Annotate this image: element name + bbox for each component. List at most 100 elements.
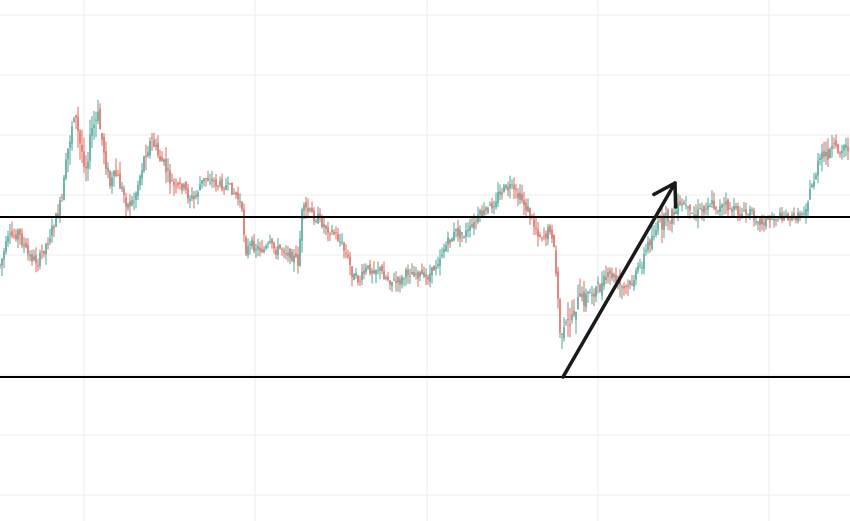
- candle-body: [369, 264, 371, 274]
- candle-body: [643, 253, 645, 269]
- candle-body: [823, 151, 825, 157]
- candle-body: [403, 278, 405, 280]
- candle-body: [459, 229, 461, 239]
- candle-body: [575, 311, 577, 320]
- candle-body: [645, 249, 647, 252]
- candle-body: [307, 207, 309, 212]
- candle-body: [57, 213, 59, 217]
- candle-body: [567, 318, 569, 320]
- candle-body: [157, 142, 159, 156]
- candle-body: [433, 266, 435, 271]
- candle-body: [249, 243, 251, 246]
- candle-body: [291, 251, 293, 262]
- candle-body: [615, 275, 617, 282]
- candle-body: [561, 333, 563, 335]
- candle-body: [711, 199, 713, 204]
- candle-body: [85, 166, 87, 169]
- candle-body: [321, 216, 323, 227]
- candle-body: [421, 269, 423, 275]
- candle-body: [673, 211, 675, 215]
- candle-body: [353, 274, 355, 281]
- candle-body: [375, 269, 377, 275]
- candle-body: [25, 242, 27, 248]
- candle-body: [349, 256, 351, 265]
- candle-body: [529, 207, 531, 218]
- candle-body: [237, 192, 239, 200]
- candle-body: [255, 249, 257, 251]
- candle-body: [345, 252, 347, 254]
- candle-body: [593, 293, 595, 297]
- candle-body: [337, 234, 339, 241]
- candle-body: [741, 213, 743, 218]
- arrow-head: [652, 181, 678, 209]
- candle-body: [423, 272, 425, 277]
- candle-body: [325, 225, 327, 229]
- candle-body: [329, 233, 331, 235]
- candle-body: [155, 144, 157, 147]
- candle-body: [33, 256, 35, 261]
- candle-body: [105, 151, 107, 169]
- candle-body: [495, 201, 497, 208]
- candle-body: [801, 213, 803, 215]
- candle-body: [603, 275, 605, 287]
- candle-body: [27, 244, 29, 255]
- candle-body: [829, 149, 831, 158]
- candle-body: [635, 270, 637, 280]
- candle-body: [183, 184, 185, 188]
- candle-body: [761, 218, 763, 225]
- candle-body: [41, 251, 43, 253]
- candle-body: [193, 196, 195, 200]
- candle-body: [97, 111, 99, 122]
- candle-body: [737, 206, 739, 216]
- candle-body: [379, 267, 381, 271]
- candle-body: [695, 214, 697, 216]
- candle-body: [185, 181, 187, 190]
- candle-body: [303, 205, 305, 211]
- candle-body: [263, 249, 265, 253]
- candle-body: [701, 209, 703, 211]
- candle-body: [437, 264, 439, 267]
- candle-body: [445, 244, 447, 252]
- candle-body: [311, 207, 313, 213]
- candle-body: [659, 218, 661, 220]
- candle-body: [123, 188, 125, 195]
- candle-body: [259, 247, 261, 252]
- candle-body: [135, 192, 137, 201]
- candle-body: [19, 229, 21, 235]
- candle-body: [117, 175, 119, 177]
- candle-body: [773, 219, 775, 221]
- candle-body: [577, 297, 579, 309]
- candle-body: [449, 239, 451, 244]
- candle-body: [621, 286, 623, 288]
- candle-body: [683, 202, 685, 205]
- candle-body: [9, 233, 11, 235]
- candle-body: [223, 188, 225, 190]
- candle-body: [279, 244, 281, 249]
- candle-body: [507, 186, 509, 191]
- candle-body: [103, 136, 105, 153]
- candle-body: [313, 210, 315, 222]
- candle-body: [439, 258, 441, 266]
- candle-body: [209, 182, 211, 184]
- candle-body: [147, 152, 149, 157]
- candle-body: [605, 276, 607, 281]
- candle-body: [491, 202, 493, 209]
- candle-body: [625, 285, 627, 287]
- candle-body: [159, 155, 161, 161]
- candle-body: [49, 238, 51, 243]
- candle-body: [789, 218, 791, 220]
- candle-body: [489, 204, 491, 206]
- candle-body: [521, 194, 523, 201]
- candle-body: [3, 251, 5, 260]
- candle-body: [417, 272, 419, 279]
- candle-body: [99, 108, 101, 130]
- candle-body: [571, 314, 573, 321]
- candle-body: [145, 155, 147, 157]
- candle-body: [357, 275, 359, 283]
- candle-body: [297, 254, 299, 266]
- candle-body: [513, 184, 515, 189]
- candle-body: [377, 270, 379, 272]
- candle-body: [675, 210, 677, 215]
- candle-body: [691, 212, 693, 214]
